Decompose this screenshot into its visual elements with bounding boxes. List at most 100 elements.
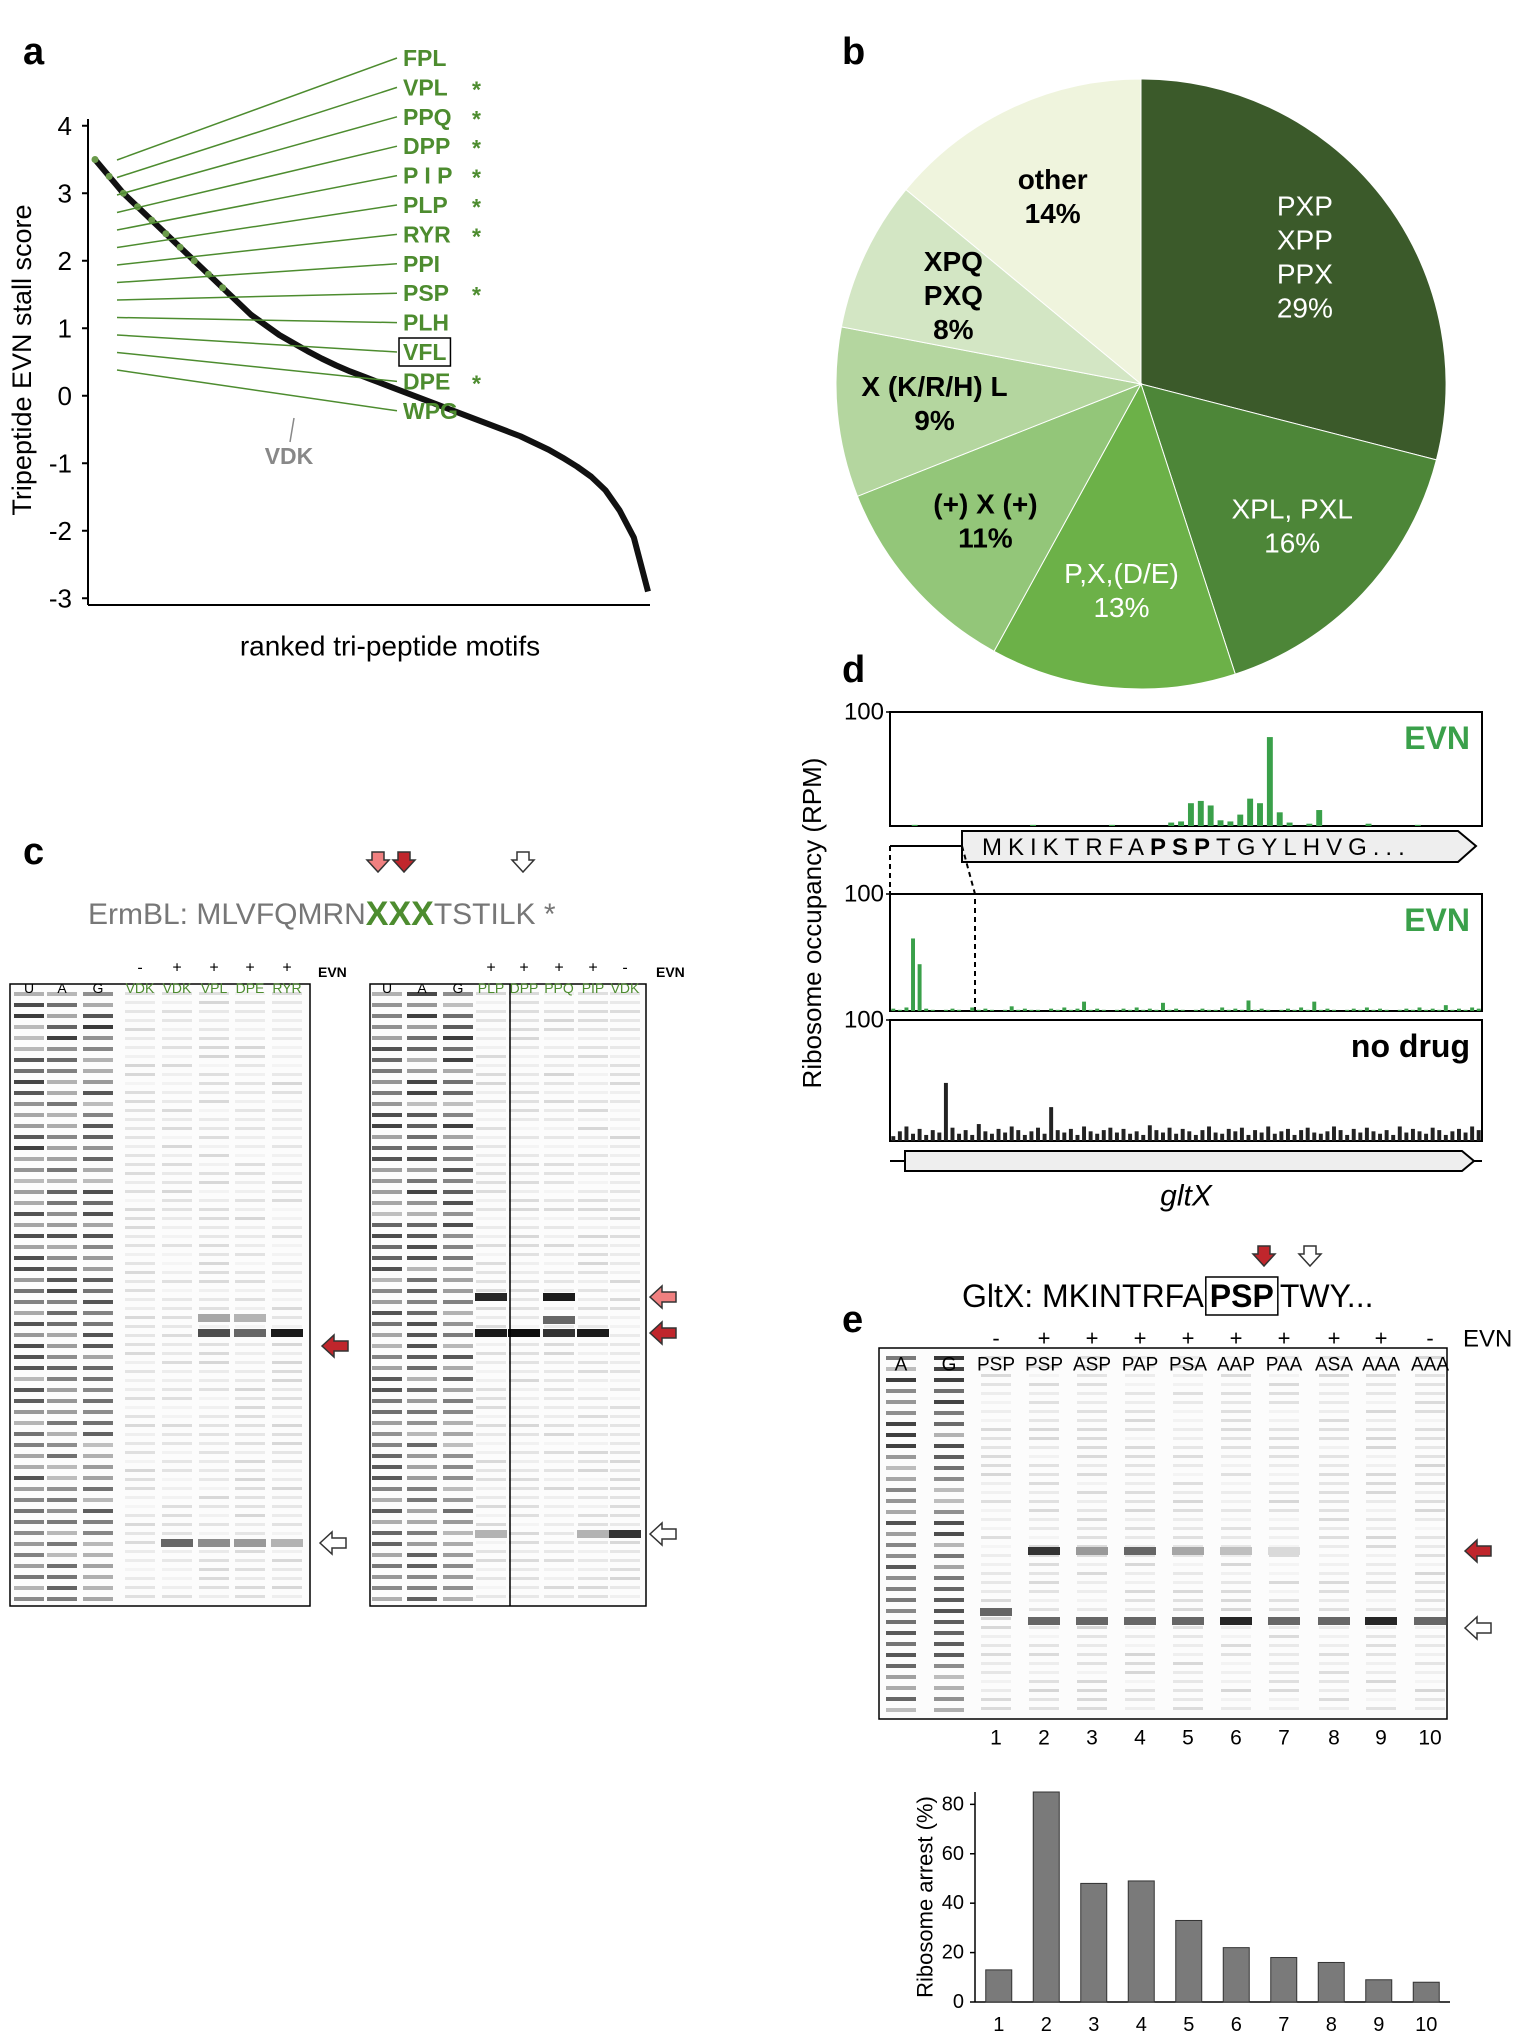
gel-band (476, 1028, 506, 1031)
motif-label: VFL (403, 339, 446, 365)
gel-band (1366, 1545, 1396, 1548)
gel-band (235, 1523, 265, 1526)
gel-band (14, 1146, 44, 1150)
gel-band (199, 1082, 229, 1085)
gel-band (1366, 1365, 1396, 1368)
gel-band (14, 1014, 44, 1018)
gel-band (610, 1235, 640, 1238)
gel-band (162, 1010, 192, 1013)
gel-band (981, 1671, 1011, 1674)
gel-band (235, 1469, 265, 1472)
lane-label: AAP (1217, 1355, 1255, 1376)
lane-label: A (57, 980, 67, 996)
gel-band (610, 1172, 640, 1175)
gene-box (961, 830, 1478, 863)
gel-band (125, 1244, 155, 1247)
gel-band (47, 1322, 77, 1326)
bar (1200, 1130, 1205, 1141)
pie-slice (905, 78, 1142, 386)
gel-band (1125, 1644, 1155, 1647)
bar (1318, 1133, 1323, 1141)
bar (1174, 1008, 1179, 1011)
gel-band (1125, 1671, 1155, 1674)
gel-band (47, 1333, 77, 1337)
gel-band (1173, 1608, 1203, 1611)
gel-band (1366, 1401, 1396, 1404)
gel-band (1319, 1572, 1349, 1575)
gel-band (443, 1498, 473, 1502)
gel-band (509, 1154, 539, 1157)
bar (1161, 1002, 1165, 1011)
gel-band (1366, 1680, 1396, 1683)
bar (1457, 1128, 1461, 1141)
gel-band (83, 1553, 113, 1557)
gel-band (981, 1509, 1011, 1512)
bar (1345, 1009, 1350, 1011)
gel-band (407, 1597, 437, 1601)
gel-band (14, 1025, 44, 1029)
gel-band (407, 1586, 437, 1590)
gel-band (1173, 1689, 1203, 1692)
bar (963, 1130, 968, 1141)
gel-band (125, 1154, 155, 1157)
bar (917, 964, 922, 1011)
gel-band (1077, 1554, 1107, 1557)
gel-band (1221, 1437, 1251, 1440)
gel-band (162, 1199, 192, 1202)
gel-band (199, 1217, 229, 1220)
gel-band (125, 1046, 155, 1049)
gel-band (443, 1102, 473, 1106)
gel-band (162, 1415, 192, 1418)
gel-band (476, 1424, 506, 1427)
gel-band (1221, 1635, 1251, 1638)
lane-label: AAA (1411, 1355, 1449, 1376)
gel-band (162, 1091, 192, 1094)
gel-band (83, 1355, 113, 1359)
gel-band (476, 1199, 506, 1202)
gel-band (1077, 1599, 1107, 1602)
gel-band (83, 1388, 113, 1392)
gel-band (443, 1179, 473, 1183)
gel-band (476, 1316, 506, 1319)
gel-band (509, 1145, 539, 1148)
gel-band (509, 1109, 539, 1112)
gel-band (407, 1157, 437, 1161)
bar (924, 1134, 929, 1141)
drug-sign: + (1038, 1326, 1051, 1351)
gel-band (610, 1181, 640, 1184)
drug-sign: + (1278, 1326, 1291, 1351)
gel-band (610, 1577, 640, 1580)
y-tick-label: 20 (942, 1942, 964, 1964)
gel-band (476, 1433, 506, 1436)
gel-band (272, 1433, 302, 1436)
motif-label: VPL (403, 74, 448, 100)
gel-band (476, 1568, 506, 1571)
gel-band (544, 1217, 574, 1220)
gel-band (509, 1172, 539, 1175)
gel-band (544, 1226, 574, 1229)
gel-band (1173, 1572, 1203, 1575)
arrow-red (391, 851, 417, 874)
gel-band (578, 1271, 608, 1274)
gel-band (886, 1466, 916, 1470)
gel-band (1415, 1365, 1445, 1368)
gel-band (509, 1559, 539, 1562)
gel-band (1125, 1554, 1155, 1557)
y-tick-label: 1 (58, 313, 72, 343)
gel-band (1173, 1392, 1203, 1395)
gel-band (407, 1355, 437, 1359)
bar (1109, 824, 1115, 826)
gel-band (1077, 1419, 1107, 1422)
gel-band (886, 1532, 916, 1536)
gel-band (544, 1523, 574, 1526)
gel-band (509, 1127, 539, 1130)
gel-band (1269, 1644, 1299, 1647)
gel-band (443, 1520, 473, 1524)
bar (1217, 820, 1224, 826)
gel-band (578, 1586, 608, 1589)
gel-band (162, 1496, 192, 1499)
gel-band (199, 1415, 229, 1418)
gel-band (199, 1595, 229, 1598)
gel-band (125, 1262, 155, 1265)
gel-band (476, 1154, 506, 1157)
